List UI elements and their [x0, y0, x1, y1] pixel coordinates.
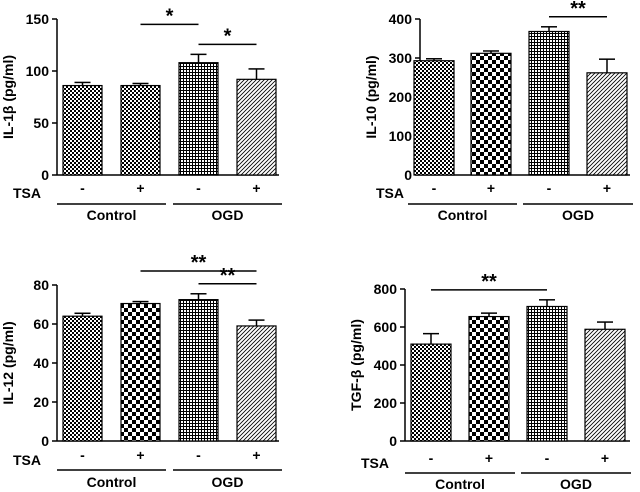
group-label: Control: [438, 207, 488, 223]
x-tick-label: -: [429, 450, 434, 466]
group-label: Control: [435, 476, 485, 492]
x-tick-label: -: [547, 180, 552, 196]
x-tick-label: +: [252, 447, 260, 463]
y-tick-label: 60: [33, 316, 49, 332]
y-tick-label: 400: [374, 357, 398, 373]
x-tick-label: -: [196, 447, 201, 463]
x-tick-label: +: [601, 450, 609, 466]
y-tick-label: 100: [389, 128, 413, 144]
bar-3: [236, 325, 277, 442]
bar-1: [120, 302, 161, 442]
group-label: OGD: [212, 474, 244, 490]
x-tick-label: +: [136, 180, 144, 196]
y-tick-label: 200: [374, 395, 398, 411]
bar-2: [528, 30, 570, 176]
treatment-label: TSA: [13, 185, 41, 201]
x-tick-label: +: [485, 450, 493, 466]
y-tick-label: 0: [41, 167, 49, 183]
significance-label-1: **: [220, 265, 236, 287]
bar-2: [178, 62, 219, 176]
x-tick-label: -: [196, 180, 201, 196]
group-label: OGD: [560, 476, 592, 492]
group-label: OGD: [562, 207, 594, 223]
bar-2: [178, 299, 219, 442]
panel-il10: 0 100 200 300 400 IL-10 (pg/ml) ** TSA - + - + Contr…: [363, 0, 633, 223]
bar-1: [470, 52, 512, 176]
y-tick-label: 20: [33, 394, 49, 410]
bar-0: [413, 60, 455, 176]
treatment-label: TSA: [361, 455, 389, 471]
x-tick-label: -: [432, 180, 437, 196]
group-label: Control: [87, 474, 137, 490]
panel-il1b: 0 50 100 150 IL-1β (pg/ml) * * TSA - + - + Control OG…: [0, 5, 282, 223]
bar-3: [236, 78, 277, 176]
x-tick-label: -: [545, 450, 550, 466]
bar-0: [410, 343, 452, 442]
x-tick-label: +: [603, 180, 611, 196]
y-tick-label: 150: [26, 11, 50, 27]
y-axis-label: TGF-β (pg/ml): [348, 319, 364, 411]
y-tick-label: 600: [374, 319, 398, 335]
significance-label-0: **: [191, 252, 207, 274]
y-tick-label: 50: [33, 115, 49, 131]
group-label: OGD: [212, 207, 244, 223]
y-axis-label: IL-1β (pg/ml): [0, 55, 16, 139]
y-tick-label: 300: [389, 50, 413, 66]
bar-3: [584, 328, 626, 442]
significance-label-0: **: [570, 0, 586, 20]
group-label: Control: [87, 207, 137, 223]
bar-0: [62, 315, 103, 442]
y-tick-label: 0: [389, 433, 397, 449]
y-axis-label: IL-12 (pg/ml): [0, 321, 16, 404]
y-tick-label: 100: [26, 63, 50, 79]
y-tick-label: 40: [33, 355, 49, 371]
y-tick-label: 0: [404, 167, 412, 183]
significance-label-0: **: [481, 271, 497, 293]
y-tick-label: 800: [374, 281, 398, 297]
treatment-label: TSA: [13, 452, 41, 468]
bar-0: [62, 84, 103, 176]
y-tick-label: 400: [389, 11, 413, 27]
x-tick-label: +: [252, 180, 260, 196]
y-tick-label: 80: [33, 277, 49, 293]
x-tick-label: -: [80, 180, 85, 196]
bar-3: [586, 72, 628, 176]
bar-1: [120, 84, 161, 176]
treatment-label: TSA: [376, 185, 404, 201]
x-tick-label: -: [80, 447, 85, 463]
significance-label-1: *: [224, 25, 232, 47]
x-tick-label: +: [487, 180, 495, 196]
significance-label-0: *: [166, 5, 174, 27]
bar-2: [526, 305, 568, 442]
y-axis-label: IL-10 (pg/ml): [363, 55, 379, 138]
panel-il12: 0 20 40 60 80 IL-12 (pg/ml) ** ** TSA - + - + Control…: [0, 252, 282, 490]
bar-1: [468, 315, 510, 442]
y-tick-label: 0: [41, 433, 49, 449]
x-tick-label: +: [136, 447, 144, 463]
y-tick-label: 200: [389, 89, 413, 105]
